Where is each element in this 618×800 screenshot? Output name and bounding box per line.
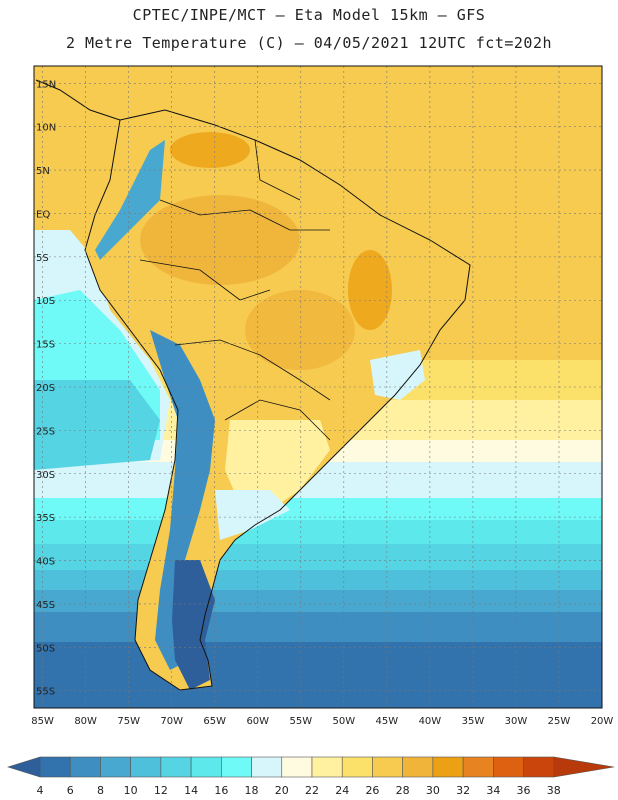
colorbar-swatch [100, 756, 131, 778]
lat-tick-label: 55S [36, 687, 55, 698]
colorbar-swatch [281, 756, 313, 778]
lat-tick-label: 20S [36, 383, 55, 394]
colorbar-label: 18 [245, 784, 259, 797]
lat-tick-label: 15N [36, 79, 56, 90]
colorbar-label: 6 [67, 784, 74, 797]
colorbar-label: 8 [97, 784, 104, 797]
colorbar-swatch [190, 756, 222, 778]
lon-tick-label: 45W [376, 716, 399, 727]
temperature-field [34, 66, 602, 708]
lat-tick-label: 50S [36, 643, 55, 654]
lon-tick-label: 35W [462, 716, 485, 727]
lon-tick-label: 85W [31, 716, 54, 727]
lon-tick-label: 65W [203, 716, 226, 727]
lat-tick-label: 10S [36, 296, 55, 307]
colorbar-left-arrow [6, 756, 41, 778]
colorbar-swatch [160, 756, 192, 778]
colorbar-label: 22 [305, 784, 319, 797]
central-america-coast [35, 79, 121, 121]
lon-tick-label: 80W [74, 716, 97, 727]
axis-ticks: 85W 80W 75W 70W 65W 60W 55W 50W 45W 40W 35W 30W 25W 2… [31, 79, 613, 727]
map-title: CPTEC/INPE/MCT – Eta Model 15km – GFS [132, 6, 486, 24]
colorbar-label: 38 [547, 784, 561, 797]
colorbar-label: 26 [365, 784, 379, 797]
lat-tick-label: 35S [36, 513, 55, 524]
lon-tick-label: 75W [117, 716, 140, 727]
lat-tick-label: 5N [36, 166, 50, 177]
lat-tick-label: EQ [36, 209, 50, 220]
colorbar-swatch [493, 756, 524, 778]
colorbar-label: 4 [37, 784, 44, 797]
lat-tick-label: 40S [36, 557, 55, 568]
colorbar-swatch [39, 756, 71, 778]
colorbar-label: 10 [124, 784, 138, 797]
lon-tick-label: 30W [505, 716, 528, 727]
lon-tick-label: 50W [333, 716, 356, 727]
colorbar-label: 34 [486, 784, 500, 797]
colorbar-label: 14 [184, 784, 198, 797]
country-borders [139, 139, 331, 441]
lat-tick-label: 15S [36, 340, 55, 351]
lon-tick-label: 40W [419, 716, 442, 727]
colorbar-swatch [251, 756, 283, 778]
lat-tick-label: 45S [36, 600, 55, 611]
colorbar-label: 32 [456, 784, 470, 797]
lon-tick-label: 60W [246, 716, 269, 727]
lon-tick-label: 20W [591, 716, 614, 727]
colorbar-swatch [523, 756, 555, 778]
colorbar-label: 30 [426, 784, 440, 797]
colorbar-swatch [372, 756, 403, 778]
lat-tick-label: 10N [36, 123, 56, 134]
colorbar-swatch [311, 756, 343, 778]
colorbar-swatch [462, 756, 494, 778]
colorbar-swatch [130, 756, 162, 778]
map-subtitle: 2 Metre Temperature (C) – 04/05/2021 12U… [65, 34, 553, 52]
colorbar-swatch [402, 756, 434, 778]
lat-tick-label: 30S [36, 470, 55, 481]
colorbar-label: 24 [335, 784, 349, 797]
lon-tick-label: 70W [160, 716, 183, 727]
colorbar-swatch [69, 756, 101, 778]
lat-tick-label: 5S [36, 253, 49, 264]
colorbar: 4 6 8 10 12 14 16 18 20 22 24 26 28 30 32 34 36 38 [6, 756, 615, 797]
map-frame [33, 65, 603, 709]
colorbar-label: 16 [214, 784, 228, 797]
colorbar-label: 36 [517, 784, 531, 797]
colorbar-swatch [432, 756, 464, 778]
colorbar-right-arrow [553, 756, 615, 778]
colorbar-label: 12 [154, 784, 168, 797]
colorbar-label: 20 [275, 784, 289, 797]
colorbar-label: 28 [396, 784, 410, 797]
colorbar-swatch [221, 756, 252, 778]
colorbar-swatch [341, 756, 373, 778]
lon-tick-label: 55W [289, 716, 312, 727]
lon-tick-label: 25W [548, 716, 571, 727]
lat-tick-label: 25S [36, 426, 55, 437]
coastline [84, 109, 471, 691]
